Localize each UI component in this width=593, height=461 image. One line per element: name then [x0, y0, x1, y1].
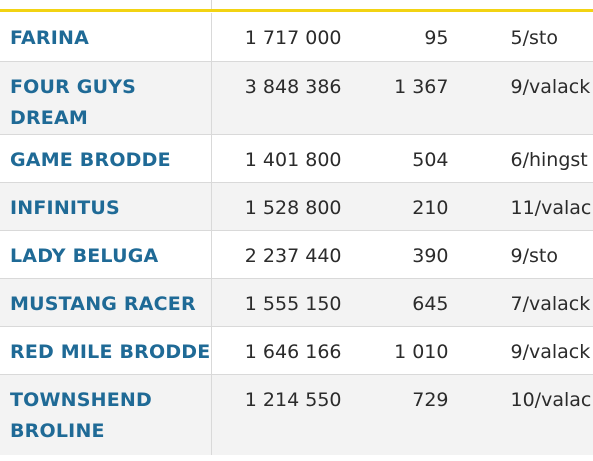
earnings-cell: 1 214 550: [211, 374, 342, 455]
age-sex-cell: 10/valack: [448, 374, 593, 455]
starts-cell: 729: [341, 374, 449, 455]
earnings-cell: 2 237 440: [211, 230, 342, 279]
age-sex-cell: 6/hingst: [448, 134, 593, 183]
starts-cell: 95: [341, 13, 449, 62]
earnings-cell: 1 555 150: [211, 278, 342, 327]
starts-cell: 210: [341, 182, 449, 231]
age-sex-cell: 11/valack: [448, 182, 593, 231]
starts-cell: 390: [341, 230, 449, 279]
age-sex-cell: 9/valack: [448, 61, 593, 135]
earnings-cell: 1 717 000: [211, 13, 342, 62]
starts-cell: 504: [341, 134, 449, 183]
table-row: INFINITUS 1 528 800 210 11/valack: [0, 182, 593, 231]
age-sex-cell: 9/valack: [448, 326, 593, 375]
horse-name[interactable]: FOUR GUYS DREAM: [0, 61, 212, 135]
earnings-cell: 3 848 386: [211, 61, 342, 135]
horse-name[interactable]: GAME BRODDE: [0, 134, 212, 183]
age-sex-cell: 7/valack: [448, 278, 593, 327]
table-row: RED MILE BRODDE 1 646 166 1 010 9/valack: [0, 326, 593, 375]
table-row: LADY BELUGA 2 237 440 390 9/sto: [0, 230, 593, 279]
age-sex-cell: 5/sto: [448, 13, 593, 62]
table-row: TOWNSHEND BROLINE 1 214 550 729 10/valac…: [0, 374, 593, 455]
horse-name[interactable]: RED MILE BRODDE: [0, 326, 212, 375]
horse-name[interactable]: FARINA: [0, 13, 212, 62]
age-sex-cell: 9/sto: [448, 230, 593, 279]
table-row: GAME BRODDE 1 401 800 504 6/hingst: [0, 134, 593, 183]
table-row: FARINA 1 717 000 95 5/sto: [0, 13, 593, 62]
earnings-cell: 1 401 800: [211, 134, 342, 183]
table-row: MUSTANG RACER 1 555 150 645 7/valack: [0, 278, 593, 327]
accent-bar: [0, 9, 593, 12]
starts-cell: 1 367: [341, 61, 449, 135]
horse-name[interactable]: LADY BELUGA: [0, 230, 212, 279]
column-divider: [211, 0, 212, 12]
table-row: FOUR GUYS DREAM 3 848 386 1 367 9/valack: [0, 61, 593, 135]
horse-table: FARINA 1 717 000 95 5/sto FOUR GUYS DREA…: [0, 13, 593, 455]
horse-name[interactable]: INFINITUS: [0, 182, 212, 231]
horse-name[interactable]: TOWNSHEND BROLINE: [0, 374, 212, 455]
earnings-cell: 1 528 800: [211, 182, 342, 231]
horse-name[interactable]: MUSTANG RACER: [0, 278, 212, 327]
starts-cell: 1 010: [341, 326, 449, 375]
earnings-cell: 1 646 166: [211, 326, 342, 375]
starts-cell: 645: [341, 278, 449, 327]
